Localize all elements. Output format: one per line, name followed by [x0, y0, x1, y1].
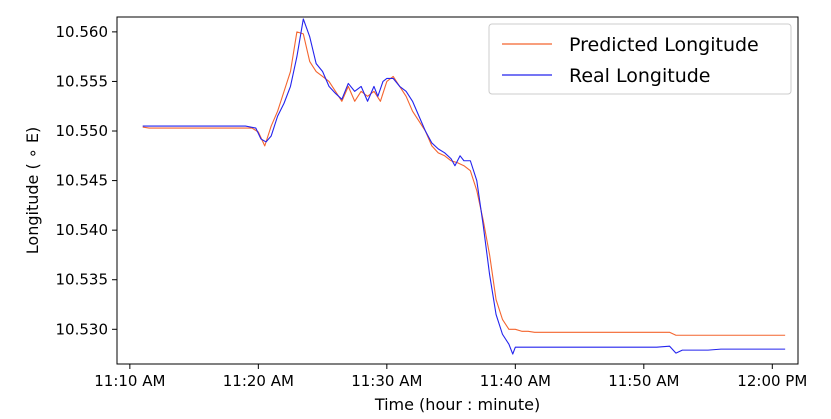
legend: Predicted Longitude Real Longitude [488, 23, 792, 95]
x-tick-label: 11:20 AM [223, 372, 294, 390]
x-axis-ticks: 11:10 AM 11:20 AM 11:30 AM 11:40 AM 11:50 AM… [94, 364, 807, 390]
x-tick-label: 11:30 AM [351, 372, 422, 390]
series-line-real [142, 18, 786, 355]
series-layer [142, 18, 786, 355]
y-tick-label: 10.555 [56, 72, 109, 90]
y-tick-label: 10.545 [56, 172, 109, 190]
x-axis-label: Time (hour : minute) [374, 395, 540, 414]
legend-box [488, 23, 792, 95]
y-tick-label: 10.540 [56, 221, 109, 239]
x-tick-label: 12:00 PM [737, 372, 807, 390]
legend-label-real: Real Longitude [569, 65, 711, 87]
y-axis-ticks: 10.530 10.535 10.540 10.545 10.550 10.555 10.5… [56, 23, 117, 338]
series-line-predicted [142, 31, 786, 336]
x-tick-label: 11:50 AM [608, 372, 679, 390]
y-axis-label: Longitude ( ∘ E) [23, 127, 42, 254]
y-tick-label: 10.535 [56, 271, 109, 289]
y-tick-label: 10.530 [56, 320, 109, 338]
plot-frame [116, 16, 799, 365]
y-tick-label: 10.550 [56, 122, 109, 140]
x-tick-label: 11:40 AM [480, 372, 551, 390]
y-tick-label: 10.560 [56, 23, 109, 41]
x-tick-label: 11:10 AM [94, 372, 165, 390]
legend-label-predicted: Predicted Longitude [569, 34, 759, 56]
